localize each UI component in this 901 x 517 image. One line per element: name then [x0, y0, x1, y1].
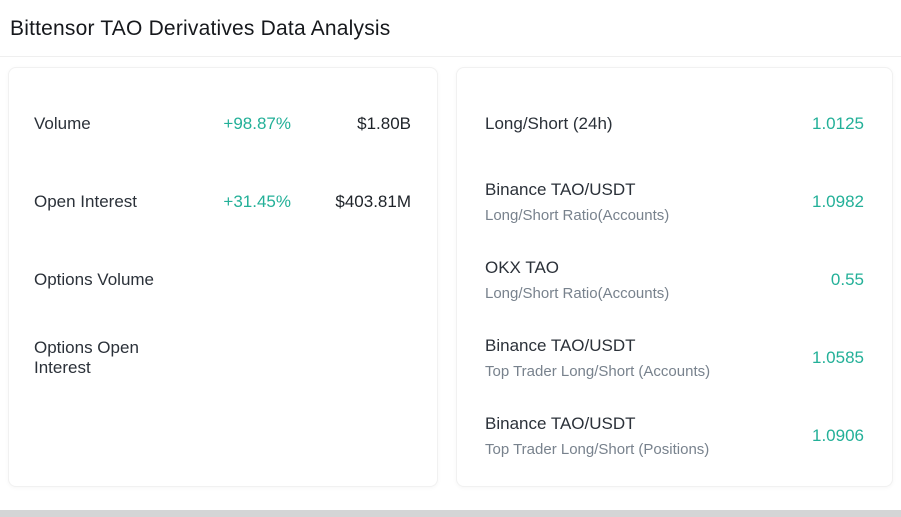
ratio-labels: Binance TAO/USDT Long/Short Ratio(Accoun… — [485, 180, 669, 224]
metric-label: Volume — [34, 114, 91, 133]
ratio-label: Binance TAO/USDT — [485, 414, 636, 433]
metric-row-options-volume: Options Volume — [9, 241, 437, 319]
ratio-row-okx-accounts: OKX TAO Long/Short Ratio(Accounts) 0.55 — [457, 241, 892, 319]
ratio-row-binance-top-trader-accounts: Binance TAO/USDT Top Trader Long/Short (… — [457, 319, 892, 397]
metric-label: Open Interest — [34, 192, 138, 211]
derivatives-summary-panel: Volume +98.87% $1.80B Open Interest +31.… — [8, 67, 438, 487]
ratio-value: 1.0906 — [812, 426, 864, 445]
ratio-row-long-short-24h: Long/Short (24h) 1.0125 — [457, 85, 892, 163]
long-short-ratios-panel: Long/Short (24h) 1.0125 Binance TAO/USDT… — [456, 67, 893, 487]
ratio-sublabel: Top Trader Long/Short (Accounts) — [485, 363, 711, 380]
stats-panels: Volume +98.87% $1.80B Open Interest +31.… — [0, 57, 901, 487]
ratio-value: 1.0585 — [812, 348, 864, 367]
ratio-sublabel: Long/Short Ratio(Accounts) — [485, 285, 670, 302]
metric-row-open-interest: Open Interest +31.45% $403.81M — [9, 163, 437, 241]
page-title: Bittensor TAO Derivatives Data Analysis — [10, 17, 391, 40]
ratio-sublabel: Long/Short Ratio(Accounts) — [485, 207, 670, 224]
ratio-labels: OKX TAO Long/Short Ratio(Accounts) — [485, 258, 669, 302]
ratio-value: 0.55 — [830, 270, 864, 289]
bottom-scroll-strip — [0, 510, 901, 517]
ratio-sublabel: Top Trader Long/Short (Positions) — [485, 441, 710, 458]
metric-change: +98.87% — [223, 114, 291, 133]
metric-row-options-open-interest: Options Open Interest — [9, 319, 437, 397]
metric-value: $403.81M — [335, 192, 411, 211]
ratio-label: Binance TAO/USDT — [485, 336, 636, 355]
metric-label: Options Volume — [34, 270, 155, 289]
ratio-label: Binance TAO/USDT — [485, 180, 636, 199]
ratio-value: 1.0982 — [812, 192, 864, 211]
ratio-row-binance-accounts: Binance TAO/USDT Long/Short Ratio(Accoun… — [457, 163, 892, 241]
ratio-value: 1.0125 — [812, 114, 864, 133]
metric-value: $1.80B — [357, 114, 411, 133]
ratio-labels: Long/Short (24h) — [485, 114, 613, 134]
ratio-label: Long/Short (24h) — [485, 114, 613, 133]
ratio-labels: Binance TAO/USDT Top Trader Long/Short (… — [485, 336, 710, 380]
ratio-row-binance-top-trader-positions: Binance TAO/USDT Top Trader Long/Short (… — [457, 397, 892, 475]
metric-change: +31.45% — [223, 192, 291, 211]
metric-row-volume: Volume +98.87% $1.80B — [9, 85, 437, 163]
ratio-labels: Binance TAO/USDT Top Trader Long/Short (… — [485, 414, 709, 458]
metric-label: Options Open Interest — [34, 338, 139, 377]
page-header: Bittensor TAO Derivatives Data Analysis — [0, 0, 901, 57]
ratio-label: OKX TAO — [485, 258, 560, 277]
